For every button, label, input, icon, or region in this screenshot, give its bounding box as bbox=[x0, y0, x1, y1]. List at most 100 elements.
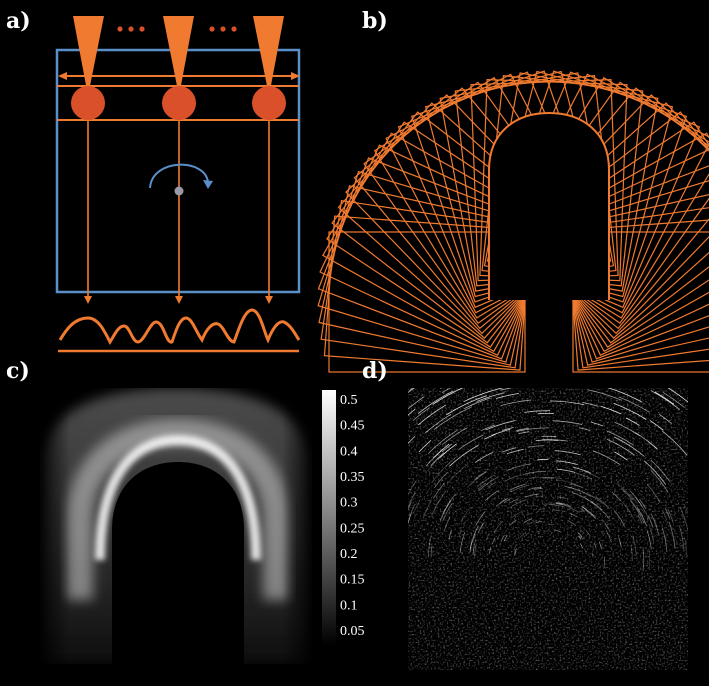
speckle-arc bbox=[480, 522, 485, 530]
speckle-arc bbox=[469, 540, 473, 551]
speckle-arc bbox=[698, 459, 709, 487]
speckle-arc bbox=[500, 535, 505, 543]
speckle-arc bbox=[476, 481, 484, 488]
speckle-arc bbox=[613, 402, 647, 420]
speckle-arc bbox=[643, 460, 667, 485]
speckle-arc bbox=[647, 515, 654, 528]
speckle-arc bbox=[408, 503, 416, 524]
speckle-arc bbox=[437, 388, 439, 389]
speckle-arc bbox=[474, 543, 477, 559]
projection-frame bbox=[572, 231, 709, 373]
speckle-arc bbox=[408, 512, 413, 526]
speckle-arc bbox=[704, 505, 709, 523]
speckle-arc bbox=[634, 431, 658, 450]
speckle-arc bbox=[473, 525, 479, 535]
speckle-arc bbox=[556, 468, 576, 473]
speckle-arc bbox=[491, 537, 496, 545]
speckle-arc bbox=[374, 402, 391, 419]
speckle-arc bbox=[574, 472, 592, 480]
speckle-arc bbox=[607, 388, 643, 403]
speckle-arc bbox=[580, 508, 586, 512]
speckle-arc bbox=[692, 545, 693, 576]
panel-b-label: b) bbox=[362, 8, 388, 34]
speckle-arc bbox=[364, 481, 379, 523]
speckle-arc bbox=[503, 535, 508, 542]
speckle-arc bbox=[533, 333, 575, 334]
speckle-arc bbox=[413, 499, 421, 514]
speckle-arc bbox=[540, 477, 562, 479]
speckle-arc bbox=[369, 497, 380, 538]
colorbar bbox=[322, 390, 336, 646]
speckle-arc bbox=[553, 529, 562, 533]
speckle-arc bbox=[425, 413, 452, 434]
speckle-arc bbox=[661, 527, 668, 553]
speckle-arc bbox=[647, 484, 661, 503]
speckle-arc bbox=[593, 542, 597, 549]
speckle-arc bbox=[541, 439, 569, 442]
speckle-arc bbox=[478, 482, 487, 490]
speckle-arc bbox=[662, 391, 685, 408]
speckle-arc bbox=[407, 357, 449, 381]
colorbar-tick-labels: 0.5 0.45 0.4 0.35 0.3 0.25 0.2 0.15 0.1 0.05 bbox=[340, 393, 365, 639]
speckle-arc bbox=[703, 539, 705, 556]
colorbar-tick: 0.4 bbox=[340, 444, 358, 459]
speckle-arc bbox=[650, 390, 681, 410]
speckle-arc bbox=[408, 492, 416, 509]
colorbar-tick: 0.3 bbox=[340, 496, 358, 511]
speckle-arc bbox=[598, 541, 602, 550]
speckle-arc bbox=[408, 407, 409, 409]
speckle-arc bbox=[392, 528, 396, 559]
speckle-arc bbox=[604, 523, 609, 530]
speckle-arc bbox=[540, 366, 580, 368]
colorbar-tick: 0.2 bbox=[340, 547, 358, 562]
speckle-arc bbox=[590, 500, 603, 511]
speckle-arc bbox=[459, 532, 466, 554]
speckle-arc bbox=[534, 488, 543, 490]
speckle-arc bbox=[499, 329, 529, 333]
speckle-arc bbox=[618, 537, 622, 547]
speckle-arc bbox=[600, 530, 605, 537]
speckle-arc bbox=[587, 389, 623, 401]
colorbar-tick: 0.5 bbox=[340, 393, 358, 408]
speckle-arc bbox=[506, 463, 531, 472]
speckle-arc bbox=[409, 388, 414, 391]
speckle-arc bbox=[372, 478, 386, 511]
speckle-arc bbox=[524, 328, 545, 329]
speckle-arc bbox=[528, 486, 542, 490]
speckle-arc bbox=[319, 517, 323, 539]
speckle-arc bbox=[444, 374, 460, 381]
speckle-arc bbox=[605, 529, 612, 543]
speckle-arc bbox=[538, 508, 546, 510]
speckle-arc bbox=[474, 451, 494, 463]
speckle-arc bbox=[578, 535, 582, 539]
speckle-arc bbox=[359, 386, 379, 405]
speckle-arc bbox=[556, 502, 563, 505]
speckle-arc bbox=[665, 508, 670, 519]
speckle-arc bbox=[408, 408, 416, 416]
speckle-arc bbox=[442, 427, 468, 445]
speckle-arc bbox=[648, 550, 651, 570]
speckle-arc bbox=[486, 420, 516, 431]
speckle-arc bbox=[519, 532, 525, 538]
speckle-arc bbox=[621, 487, 633, 501]
speckle-arc bbox=[679, 507, 688, 533]
speckle-arc bbox=[584, 470, 601, 479]
speckle-arc bbox=[587, 493, 604, 505]
panel-c-label: c) bbox=[6, 358, 30, 384]
speckle-arc bbox=[535, 530, 541, 533]
speckle-arc bbox=[535, 521, 542, 524]
speckle-arc bbox=[418, 439, 432, 453]
speckle-arc bbox=[463, 388, 504, 403]
speckle-arc bbox=[490, 388, 493, 389]
speckle-arc bbox=[505, 337, 549, 341]
speckle-arc bbox=[458, 529, 463, 538]
speckle-arc bbox=[591, 552, 594, 557]
signal-trace bbox=[58, 308, 301, 353]
speckle-arc bbox=[630, 546, 633, 561]
speckle-arc bbox=[649, 420, 664, 431]
speckle-arc bbox=[635, 496, 650, 520]
speckle-arc bbox=[698, 485, 709, 516]
speckle-arc bbox=[689, 387, 709, 418]
speckle-arc bbox=[658, 413, 672, 424]
speckle-arc bbox=[555, 460, 578, 465]
